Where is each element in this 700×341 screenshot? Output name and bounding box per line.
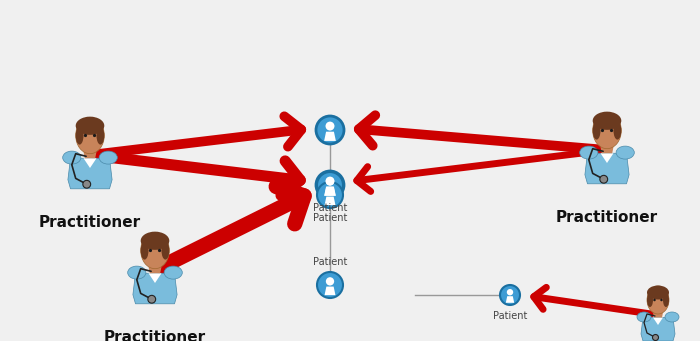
Circle shape — [317, 172, 343, 198]
Circle shape — [148, 295, 155, 303]
Polygon shape — [585, 153, 629, 184]
Ellipse shape — [162, 241, 169, 260]
Circle shape — [507, 289, 513, 295]
Circle shape — [326, 277, 334, 285]
Polygon shape — [68, 158, 112, 189]
Polygon shape — [83, 158, 97, 168]
Polygon shape — [148, 267, 162, 273]
Ellipse shape — [141, 232, 169, 250]
Text: Patient: Patient — [313, 203, 347, 213]
Ellipse shape — [647, 286, 669, 314]
Polygon shape — [653, 312, 663, 317]
Ellipse shape — [665, 312, 679, 322]
Text: Patient: Patient — [313, 213, 347, 223]
Polygon shape — [133, 273, 177, 304]
Circle shape — [316, 171, 344, 199]
Ellipse shape — [593, 112, 622, 130]
Ellipse shape — [164, 266, 182, 279]
Polygon shape — [148, 273, 162, 283]
Circle shape — [326, 177, 334, 186]
Polygon shape — [325, 187, 335, 195]
Ellipse shape — [613, 121, 622, 139]
Ellipse shape — [580, 146, 598, 159]
Polygon shape — [325, 286, 335, 295]
Polygon shape — [641, 317, 675, 341]
Ellipse shape — [637, 312, 651, 322]
Ellipse shape — [593, 112, 622, 149]
Polygon shape — [506, 296, 514, 303]
Ellipse shape — [141, 241, 148, 260]
Circle shape — [653, 299, 656, 301]
Ellipse shape — [63, 151, 81, 164]
Circle shape — [84, 134, 87, 137]
Ellipse shape — [99, 151, 118, 164]
Ellipse shape — [663, 293, 669, 307]
Text: Practitioner: Practitioner — [39, 215, 141, 230]
Polygon shape — [83, 152, 97, 158]
Polygon shape — [325, 196, 335, 205]
Polygon shape — [601, 147, 613, 153]
Circle shape — [600, 175, 608, 183]
Ellipse shape — [593, 121, 601, 139]
Circle shape — [601, 129, 604, 132]
Ellipse shape — [616, 146, 634, 159]
Ellipse shape — [647, 293, 653, 307]
Ellipse shape — [647, 285, 669, 299]
Circle shape — [660, 299, 663, 301]
Ellipse shape — [141, 232, 169, 269]
Polygon shape — [324, 187, 336, 196]
Ellipse shape — [76, 117, 104, 135]
Circle shape — [158, 249, 161, 252]
Circle shape — [326, 177, 335, 186]
Ellipse shape — [76, 127, 83, 145]
Circle shape — [500, 285, 520, 305]
Text: Patient: Patient — [313, 257, 347, 267]
Circle shape — [610, 129, 613, 132]
Circle shape — [316, 116, 344, 144]
Ellipse shape — [97, 127, 104, 145]
Circle shape — [317, 272, 343, 298]
Polygon shape — [653, 317, 663, 325]
Circle shape — [652, 335, 659, 341]
Circle shape — [149, 249, 152, 252]
Circle shape — [326, 187, 334, 195]
Circle shape — [317, 182, 343, 208]
Circle shape — [326, 122, 335, 131]
Circle shape — [93, 134, 96, 137]
Ellipse shape — [127, 266, 146, 279]
Text: Practitioner: Practitioner — [556, 210, 658, 225]
Polygon shape — [601, 153, 613, 163]
Circle shape — [83, 180, 91, 188]
Text: Practitioner: Practitioner — [104, 330, 206, 341]
Polygon shape — [324, 132, 336, 141]
Ellipse shape — [76, 117, 104, 154]
Text: Patient: Patient — [493, 311, 527, 321]
